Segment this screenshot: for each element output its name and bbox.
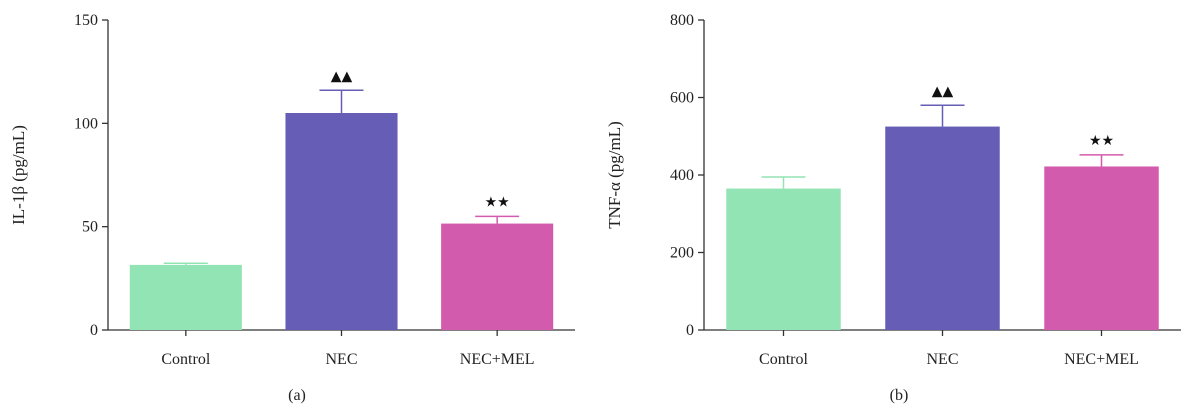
x-tick-label: NEC bbox=[927, 351, 959, 368]
y-tick-label: 800 bbox=[670, 12, 694, 29]
significance-marker: ▲▲ bbox=[932, 83, 954, 99]
bar-nec bbox=[285, 113, 398, 330]
x-tick-label: NEC+MEL bbox=[460, 351, 535, 368]
y-tick-label: 200 bbox=[670, 245, 694, 262]
bar-control bbox=[726, 188, 841, 330]
y-tick-label: 0 bbox=[686, 322, 694, 339]
x-tick-label: Control bbox=[161, 351, 210, 368]
significance-marker: ★★ bbox=[485, 194, 510, 210]
significance-marker: ★★ bbox=[1089, 133, 1114, 149]
panel-label: (a) bbox=[288, 387, 306, 404]
y-tick-label: 600 bbox=[670, 90, 694, 107]
chart-panel-b: 0 200 400 600 800 TNF-α (pg/mL) Control ▲▲ NEC ★★… bbox=[605, 12, 1181, 404]
bar-nec-mel bbox=[441, 223, 554, 330]
x-tick-label: Control bbox=[759, 351, 808, 368]
y-tick-label: 50 bbox=[82, 219, 98, 236]
y-tick-label: 100 bbox=[74, 115, 98, 132]
y-tick-label: 0 bbox=[90, 322, 98, 339]
chart-panel-a: 0 50 100 150 IL-1β (pg/mL) Control ▲▲ NEC ★★ NEC+… bbox=[9, 12, 575, 404]
y-tick-label: 400 bbox=[670, 167, 694, 184]
bar-nec-mel bbox=[1044, 166, 1159, 330]
panel-label: (b) bbox=[890, 387, 909, 404]
significance-marker: ▲▲ bbox=[331, 68, 353, 84]
y-axis-title: IL-1β (pg/mL) bbox=[9, 125, 28, 225]
bar-nec bbox=[885, 126, 1000, 330]
y-tick-label: 150 bbox=[74, 12, 98, 29]
x-tick-label: NEC+MEL bbox=[1064, 351, 1139, 368]
bar-control bbox=[129, 264, 242, 330]
y-axis-title: TNF-α (pg/mL) bbox=[605, 121, 624, 229]
x-tick-label: NEC bbox=[326, 351, 358, 368]
